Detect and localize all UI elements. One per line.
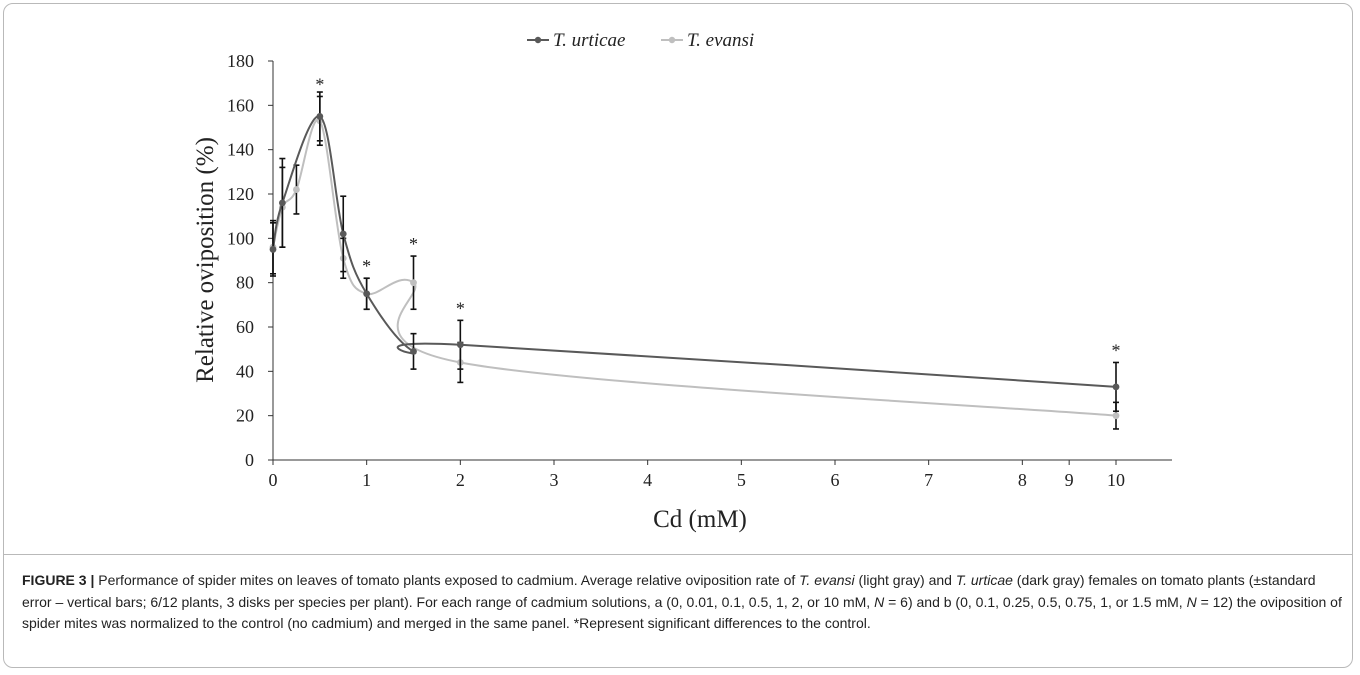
data-point (293, 186, 300, 193)
series-urticae: ** (269, 91, 1121, 413)
x-tick-label: 8 (1018, 470, 1027, 490)
significance-star: * (456, 298, 465, 318)
figure-caption: FIGURE 3 | Performance of spider mites o… (22, 570, 1342, 635)
caption-segment: (dark gray) females on tomato plants (±s… (22, 572, 1316, 610)
y-tick-label: 60 (236, 317, 254, 337)
data-point (456, 341, 464, 349)
x-tick-label: 4 (643, 470, 652, 490)
series-layer: ***** (269, 74, 1121, 430)
data-point (410, 347, 417, 355)
caption-segment: (light gray) and (854, 572, 956, 588)
data-point (269, 246, 277, 253)
y-tick-label: 120 (227, 184, 254, 204)
legend: T. urticae T. evansi (527, 30, 754, 51)
y-tick-label: 140 (227, 140, 254, 160)
x-tick-label: 9 (1065, 470, 1074, 490)
legend-label-urticae: T. urticae (553, 30, 625, 51)
x-tick-labels: 0 1 2 3 4 5 6 7 8 9 10 (269, 470, 1126, 490)
x-tick-label: 5 (737, 470, 746, 490)
y-tick-label: 160 (227, 95, 254, 115)
y-axis-label: Relative oviposition (%) (192, 137, 219, 383)
data-point (278, 199, 286, 207)
caption-segment: = 12) the oviposition of spider mites wa… (22, 593, 1342, 632)
significance-star: * (1112, 340, 1121, 360)
y-tick-label: 100 (227, 228, 254, 248)
caption-segment: N (1186, 593, 1197, 610)
data-point (363, 290, 371, 298)
legend-label-evansi: T. evansi (687, 30, 754, 51)
legend-marker-urticae (534, 36, 542, 44)
y-tick-label: 40 (236, 361, 254, 381)
data-point (339, 230, 347, 238)
caption-segment: Performance of spider mites on leaves of… (94, 572, 800, 588)
figure-frame (3, 3, 1353, 668)
x-tick-label: 1 (362, 470, 371, 490)
caption-segment: = 6) and b (0, 0.1, 0.25, 0.5, 0.75, 1, … (884, 593, 1187, 610)
data-point (410, 279, 417, 287)
caption-segment: T. urticae (955, 572, 1013, 588)
data-point (316, 113, 324, 120)
series-line (272, 118, 1117, 417)
x-axis-label: Cd (mM) (653, 506, 747, 533)
caption-text: Performance of spider mites on leaves of… (22, 572, 1342, 631)
chart-axes (268, 60, 1172, 465)
y-tick-label: 180 (227, 51, 254, 71)
significance-star: * (362, 256, 371, 276)
y-tick-labels: 0 20 40 60 80 100 120 140 160 180 (227, 51, 254, 470)
significance-star: * (315, 74, 324, 94)
x-tick-label: 10 (1107, 470, 1125, 490)
caption-label: FIGURE 3 | (22, 572, 95, 588)
caption-divider (4, 554, 1352, 555)
y-tick-label: 80 (236, 273, 254, 293)
x-tick-label: 6 (831, 470, 840, 490)
y-tick-label: 20 (236, 406, 254, 426)
significance-star: * (409, 234, 418, 254)
x-tick-label: 3 (550, 470, 559, 490)
legend-marker-evansi (668, 36, 676, 44)
data-point (1112, 383, 1120, 391)
caption-segment: T. evansi (799, 572, 855, 588)
x-tick-label: 0 (269, 470, 278, 490)
x-tick-label: 2 (456, 470, 465, 490)
data-point (1112, 412, 1120, 420)
series-evansi: *** (269, 74, 1120, 430)
series-line (272, 115, 1117, 388)
caption-segment: N (874, 593, 885, 610)
y-tick-label: 0 (245, 450, 254, 470)
x-tick-label: 7 (924, 470, 933, 490)
